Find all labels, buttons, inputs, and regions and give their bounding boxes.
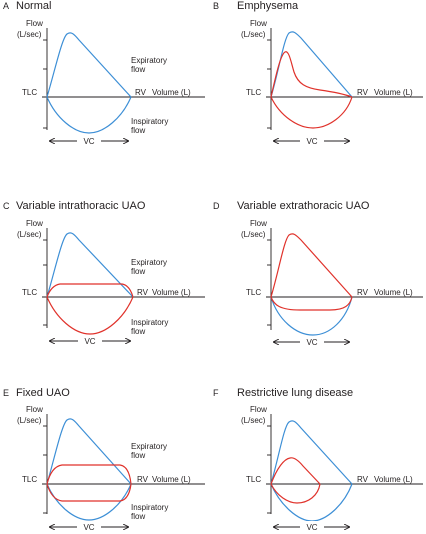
volume-axis-label: Volume (L) [152,88,191,97]
panel-letter: B [213,1,219,11]
vc-label: VC [306,338,317,347]
rv-label: RV [135,88,147,97]
panel-title: Variable extrathoracic UAO [237,200,370,212]
vc-label-bg [77,135,101,147]
vc-label: VC [306,523,317,532]
emphysema-expiratory-curve [270,51,353,98]
flow-axis-label: Flow [250,405,267,414]
inspiratory-label: Inspiratory [131,318,168,327]
panel-letter: A [3,1,9,11]
panel-letter: D [213,201,220,211]
tlc-label: TLC [246,88,261,97]
normal-inspiratory-curve [270,296,353,336]
rv-label: RV [357,88,369,97]
expiratory-label: Expiratory [131,258,167,267]
panel-title: Restrictive lung disease [237,387,353,399]
plateau-expiratory-curve [46,283,134,298]
emphysema-inspiratory-curve [270,96,353,129]
restrictive-expiratory-curve [270,457,321,485]
normal-expiratory-curve [46,418,132,485]
vc-label: VC [83,523,94,532]
panel-letter: F [213,388,219,398]
expiratory-label: Expiratory [131,56,167,65]
flow-axis-unit: (L/sec) [241,30,266,39]
inspiratory-label-2: flow [131,512,145,521]
expiratory-label-2: flow [131,451,145,460]
flow-axis-label: Flow [250,19,267,28]
tlc-label: TLC [22,88,37,97]
volume-axis-label: Volume (L) [152,475,191,484]
fixed-expiratory-plateau [46,464,132,485]
volume-axis-label: Volume (L) [374,88,413,97]
panel-letter: C [3,201,10,211]
volume-axis-label: Volume (L) [374,475,413,484]
flow-axis-unit: (L/sec) [241,416,266,425]
flow-axis-unit: (L/sec) [17,30,42,39]
volume-axis-label: Volume (L) [374,288,413,297]
normal-expiratory-curve [270,31,353,98]
panel-title: Normal [16,0,51,12]
vc-label-bg [78,335,102,347]
inspiratory-label: Inspiratory [131,503,168,512]
inspiratory-label: Inspiratory [131,117,168,126]
inspiratory-curve [46,296,134,335]
vc-label-bg [300,521,324,533]
plateau-inspiratory-curve [270,296,353,311]
normal-expiratory-curve [270,420,353,485]
vc-label-bg [300,336,324,348]
flow-axis-label: Flow [26,405,43,414]
expiratory-label: Expiratory [131,442,167,451]
panel-variable-intrathoracic-uao: C Variable intrathoracic UAO Flow (L/sec… [3,200,205,347]
inspiratory-curve [46,96,132,134]
restrictive-inspiratory-curve [270,483,321,504]
panel-emphysema: B Emphysema Flow (L/sec) TLC RV Volume (… [213,0,423,147]
normal-expiratory-curve [46,232,134,298]
panel-fixed-uao: E Fixed UAO Flow (L/sec) TLC RV Volume (… [3,387,205,533]
rv-label: RV [137,475,149,484]
vc-label-bg [300,135,324,147]
rv-label: RV [137,288,149,297]
panel-letter: E [3,388,9,398]
panel-normal: A Normal Flow (L/sec) TLC RV Volume (L) … [3,0,205,147]
expiratory-curve [46,32,132,98]
tlc-label: TLC [22,475,37,484]
vc-label: VC [84,337,95,346]
flow-axis-label: Flow [250,219,267,228]
normal-inspiratory-curve [46,483,132,521]
flow-axis-unit: (L/sec) [241,230,266,239]
flow-axis-label: Flow [26,219,43,228]
panel-title: Fixed UAO [16,387,70,399]
expiratory-curve [270,233,353,298]
tlc-label: TLC [246,475,261,484]
normal-inspiratory-curve [270,483,353,522]
vc-label: VC [306,137,317,146]
flow-axis-label: Flow [26,19,43,28]
expiratory-label-2: flow [131,267,145,276]
fixed-inspiratory-plateau [46,483,132,502]
flow-axis-unit: (L/sec) [17,416,42,425]
tlc-label: TLC [246,288,261,297]
vc-label-bg [77,521,101,533]
panel-title: Variable intrathoracic UAO [16,200,146,212]
panel-restrictive-lung-disease: F Restrictive lung disease Flow (L/sec) … [213,387,423,533]
inspiratory-label-2: flow [131,327,145,336]
expiratory-label-2: flow [131,65,145,74]
panel-title: Emphysema [237,0,299,12]
vc-label: VC [83,137,94,146]
flow-axis-unit: (L/sec) [17,230,42,239]
volume-axis-label: Volume (L) [152,288,191,297]
rv-label: RV [357,288,369,297]
inspiratory-label-2: flow [131,126,145,135]
rv-label: RV [357,475,369,484]
tlc-label: TLC [22,288,37,297]
panel-variable-extrathoracic-uao: D Variable extrathoracic UAO Flow (L/sec… [213,200,423,348]
